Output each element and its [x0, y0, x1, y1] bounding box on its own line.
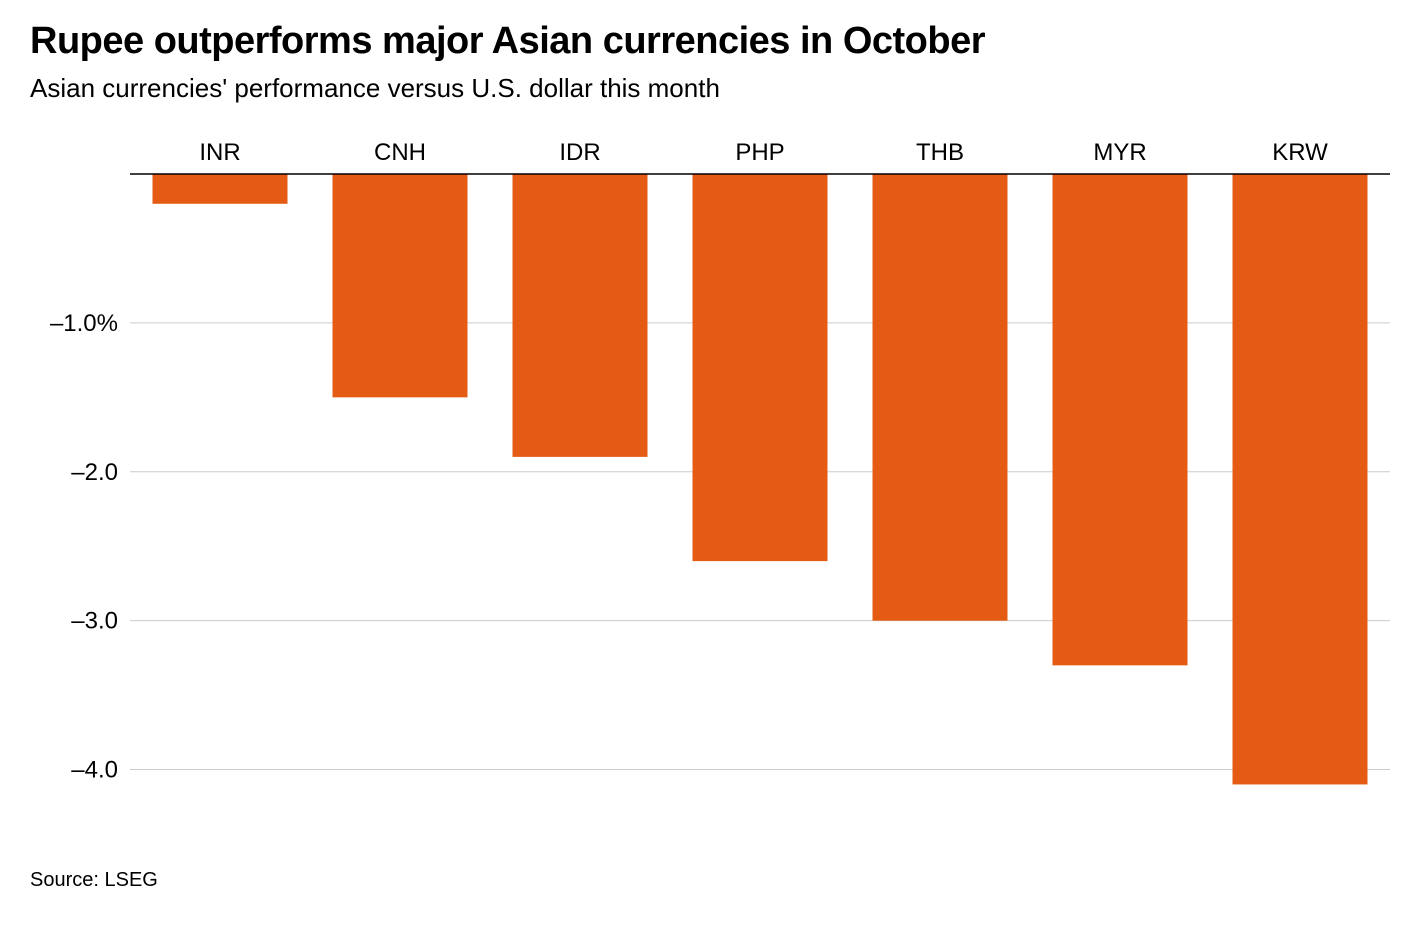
bars-group	[153, 174, 1368, 784]
y-tick-labels-group: –1.0% –2.0 –3.0 –4.0	[50, 310, 118, 784]
category-label-php: PHP	[735, 139, 784, 166]
category-label-cnh: CNH	[374, 139, 426, 166]
category-label-inr: INR	[199, 139, 240, 166]
chart-svg: INR CNH IDR PHP THB MYR KRW –1.0% –2.0 –3.0 –4.0	[30, 134, 1390, 854]
chart-container: INR CNH IDR PHP THB MYR KRW –1.0% –2.0 –3.0 –4.0	[30, 134, 1390, 854]
chart-title: Rupee outperforms major Asian currencies…	[30, 20, 1390, 63]
y-tick-label: –2.0	[71, 459, 118, 486]
category-label-thb: THB	[916, 139, 964, 166]
chart-subtitle: Asian currencies' performance versus U.S…	[30, 73, 1390, 104]
bar-thb	[873, 174, 1008, 621]
bar-cnh	[333, 174, 468, 397]
chart-source: Source: LSEG	[30, 869, 1390, 892]
bar-myr	[1053, 174, 1188, 665]
bar-krw	[1233, 174, 1368, 784]
category-label-krw: KRW	[1272, 139, 1328, 166]
category-label-idr: IDR	[559, 139, 600, 166]
bar-idr	[513, 174, 648, 457]
category-label-myr: MYR	[1093, 139, 1146, 166]
bar-php	[693, 174, 828, 561]
bar-inr	[153, 174, 288, 204]
y-tick-label: –3.0	[71, 608, 118, 635]
y-tick-label: –4.0	[71, 757, 118, 784]
category-labels-group: INR CNH IDR PHP THB MYR KRW	[199, 139, 1328, 166]
y-tick-label: –1.0%	[50, 310, 118, 337]
